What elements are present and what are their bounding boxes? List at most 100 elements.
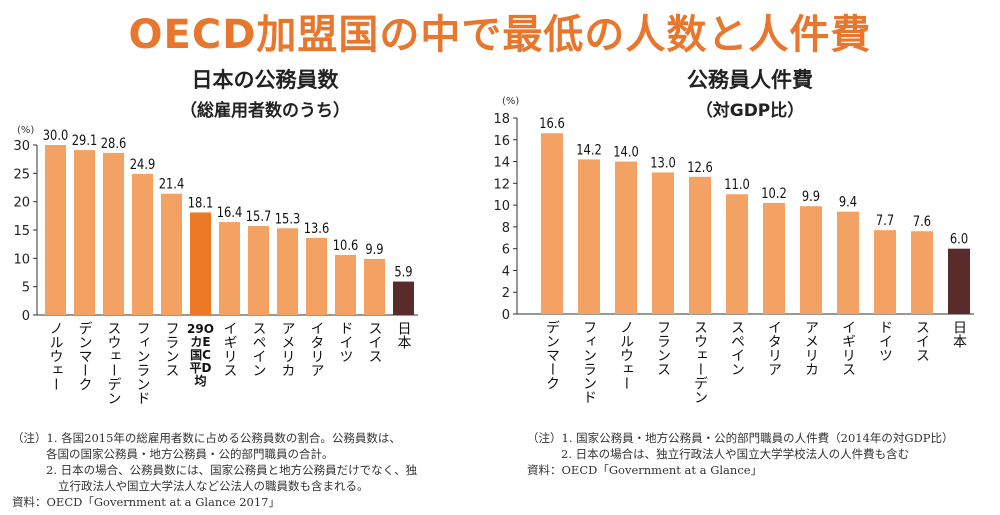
bar-value-label: 14.2: [576, 142, 602, 158]
y-tick-label: 0: [502, 308, 510, 323]
bar-value-label: 15.7: [246, 209, 272, 225]
bar: [800, 206, 822, 314]
x-category-label: イギリス: [840, 320, 856, 376]
chart2-note-line: 2. 日本の場合は、独立行政法人や国立大学学校法人の人件費も含む: [561, 447, 910, 461]
bar-value-label: 21.4: [159, 177, 185, 193]
bar: [689, 176, 711, 314]
chart1-note-line: 立行政法人や国立大学法人など公法人の職員数も含まれる。: [58, 479, 369, 493]
bar-value-label: 24.9: [130, 157, 156, 173]
y-tick-label: 8: [502, 221, 510, 236]
bar: [911, 231, 933, 314]
y-axis-unit: (%): [17, 125, 34, 136]
x-category-label: スイス: [914, 320, 930, 362]
chart1-note-line: 各国の国家公務員・地方公務員・公的部門職員の合計。: [46, 447, 334, 461]
bar: [306, 237, 327, 315]
bar: [161, 193, 182, 315]
bar-value-label: 9.9: [365, 242, 383, 258]
chart1-source: 資料：OECD「Government at a Glance 2017」: [12, 495, 280, 509]
bar-value-label: 15.3: [275, 211, 301, 227]
x-category-label-line: 平D: [190, 361, 212, 375]
bar-value-label: 10.2: [761, 186, 787, 202]
y-tick-label: 25: [13, 167, 30, 182]
bar-value-label: 9.4: [839, 195, 857, 211]
bar: [190, 212, 211, 315]
y-tick-label: 20: [13, 196, 30, 211]
y-tick-label: 6: [502, 243, 510, 258]
y-tick-label: 0: [22, 309, 30, 324]
y-axis-unit: (%): [502, 96, 519, 107]
chart1-note-line: （注）1. 各国2015年の総雇用者数に占める公務員数の割合。公務員数は、: [12, 431, 401, 445]
chart2-title: 公務員人件費 （対GDP比）: [635, 64, 865, 121]
y-tick-label: 2: [502, 286, 510, 301]
y-tick-label: 30: [13, 139, 30, 154]
bar: [948, 248, 970, 314]
chart-1: (%) 0 5 10 15 20 25 30 30.0 ノルウェー 29.1 デンマーク 28.6 スウェ…: [13, 125, 418, 405]
bar-value-label: 5.9: [394, 265, 412, 281]
x-category-label: イギリス: [222, 321, 238, 377]
chart2-note-line: （注）1. 国家公務員・地方公務員・公的部門職員の人件費（2014年の対GDP比…: [527, 431, 954, 445]
x-category-label: スペイン: [729, 320, 745, 376]
x-category-label: イタリア: [309, 321, 325, 377]
chart1-note-line: 2. 日本の場合、公務員数には、国家公務員と地方公務員だけでなく、独: [46, 463, 418, 477]
chart2-source: 資料：OECD「Government at a Glance」: [527, 463, 763, 477]
bar-value-label: 10.6: [333, 238, 359, 254]
x-category-label: ドイツ: [877, 320, 893, 362]
x-category-label: デンマーク: [544, 320, 560, 390]
x-category-label-line: 国C: [190, 348, 211, 362]
x-category-label: スウェーデン: [692, 320, 708, 404]
bar-value-label: 12.6: [687, 160, 713, 176]
bar-value-label: 16.4: [217, 205, 243, 221]
x-category-label: デンマーク: [77, 321, 93, 391]
bar: [103, 152, 124, 315]
x-category-label-line: 均: [194, 373, 206, 388]
bar: [763, 202, 785, 314]
bar-value-label: 13.6: [304, 221, 330, 237]
bar-value-label: 6.0: [950, 232, 968, 248]
bar-value-label: 16.6: [539, 116, 565, 132]
x-category-label: スペイン: [251, 321, 267, 377]
x-category-label: イタリア: [766, 320, 782, 376]
bar-value-label: 7.6: [913, 214, 931, 230]
bar: [578, 159, 600, 314]
chart2-notes: （注）1. 国家公務員・地方公務員・公的部門職員の人件費（2014年の対GDP比…: [527, 430, 954, 478]
y-tick-label: 5: [22, 281, 30, 296]
bar: [726, 194, 748, 314]
x-category-label-line: 29O: [187, 322, 214, 336]
y-tick-label: 15: [13, 224, 30, 239]
chart1-title-line2: （総雇用者数のうち）: [180, 101, 350, 121]
bar: [248, 226, 269, 315]
y-tick-label: 14: [493, 156, 510, 171]
chart1-title-line1: 日本の公務員数: [191, 68, 339, 92]
bar-value-label: 7.7: [876, 213, 894, 229]
bar: [652, 172, 674, 314]
x-category-label: 日本: [396, 321, 412, 349]
bar: [335, 254, 356, 315]
x-category-label: フランス: [164, 321, 180, 377]
bar-value-label: 9.9: [802, 189, 820, 205]
y-tick-label: 4: [502, 264, 510, 279]
x-category-label: ノルウェー: [48, 321, 64, 391]
x-category-label: フィンランド: [135, 321, 151, 405]
x-category-label: アメリカ: [803, 320, 819, 376]
bar-value-label: 29.1: [72, 133, 98, 149]
bar: [364, 258, 385, 315]
chart2-title-line2: （対GDP比）: [695, 101, 805, 121]
bar: [219, 222, 240, 315]
x-category-label: 日本: [951, 320, 967, 348]
x-category-label: フランス: [655, 320, 671, 376]
chart1-title: 日本の公務員数 （総雇用者数のうち）: [150, 64, 380, 121]
bar: [837, 211, 859, 314]
bar-value-label: 13.0: [650, 155, 676, 171]
chart-2: (%) 0 2 4 6 8 10 12 14 16 18 16.6 デンマーク 14.2 フィンランド 14.…: [493, 96, 974, 404]
chart1-notes: （注）1. 各国2015年の総雇用者数に占める公務員数の割合。公務員数は、 各国…: [12, 430, 417, 510]
x-category-label: フィンランド: [581, 320, 597, 404]
bar-value-label: 11.0: [724, 177, 750, 193]
y-tick-label: 18: [493, 112, 510, 127]
chart2-title-line1: 公務員人件費: [687, 68, 813, 92]
bar-value-label: 30.0: [43, 128, 69, 144]
x-category-label: 29O カE 国C 平D 均: [187, 322, 214, 388]
bar: [277, 228, 298, 315]
bar: [874, 230, 896, 314]
y-tick-label: 10: [13, 252, 30, 267]
